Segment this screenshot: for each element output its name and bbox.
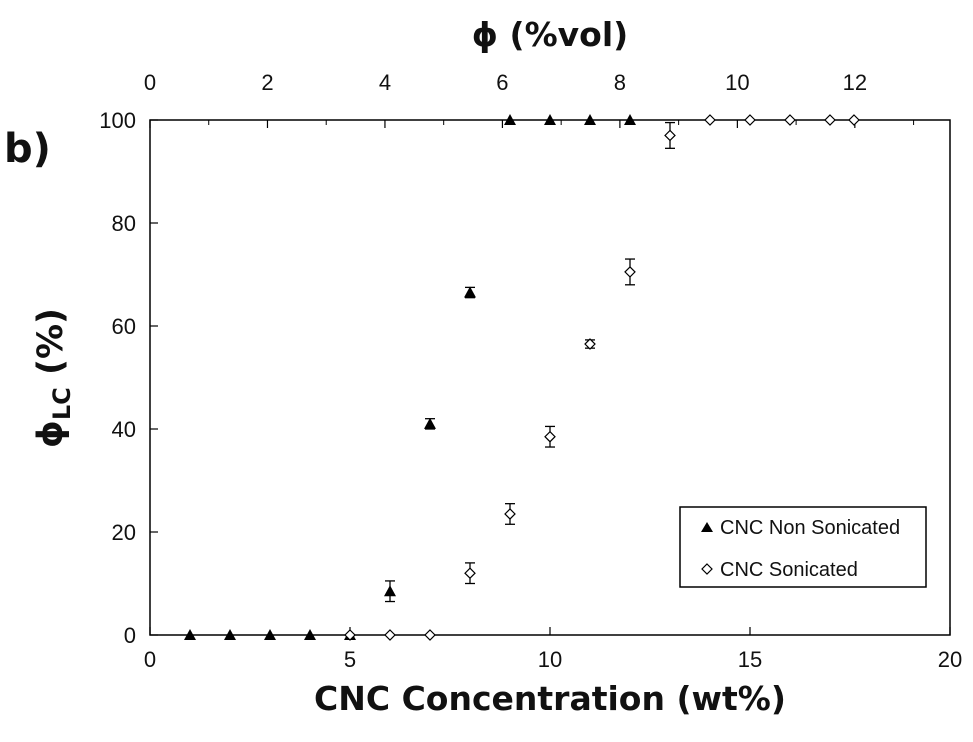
top-tick-label: 12 xyxy=(843,70,867,95)
top-tick-label: 0 xyxy=(144,70,156,95)
data-point-triangle xyxy=(464,286,476,298)
legend: CNC Non Sonicated CNC Sonicated xyxy=(679,506,927,588)
x-tick-label: 15 xyxy=(738,647,762,672)
data-point-diamond xyxy=(584,338,596,350)
data-point-triangle xyxy=(504,114,516,125)
top-tick-label: 10 xyxy=(725,70,749,95)
top-tick-label: 4 xyxy=(379,70,391,95)
data-point-diamond xyxy=(704,114,716,126)
y-axis-title-symbol: ϕ xyxy=(31,420,71,448)
legend-triangle-marker xyxy=(701,522,713,532)
top-axis-title: ϕ (%vol) xyxy=(472,15,629,54)
data-point-triangle xyxy=(624,114,636,125)
data-point-triangle xyxy=(384,585,396,597)
data-point-triangle xyxy=(304,629,316,640)
y-tick-label: 60 xyxy=(112,314,136,339)
data-point-diamond xyxy=(664,129,676,142)
x-tick-label: 0 xyxy=(144,647,156,672)
legend-box xyxy=(679,506,927,588)
data-point-triangle xyxy=(584,114,596,125)
x-tick-label: 5 xyxy=(344,647,356,672)
data-point-diamond xyxy=(744,114,756,126)
data-point-diamond xyxy=(784,114,796,126)
data-point-triangle xyxy=(184,629,196,640)
legend-label-sonicated: CNC Sonicated xyxy=(720,559,858,581)
top-tick-label: 8 xyxy=(614,70,626,95)
y-tick-label: 20 xyxy=(112,520,136,545)
y-axis-title-unit: (%) xyxy=(31,308,71,387)
data-point-diamond xyxy=(544,430,556,443)
y-axis-ticks: 0 20 40 60 80 100 xyxy=(99,108,158,648)
data-point-triangle xyxy=(264,629,276,640)
series-layer xyxy=(184,114,860,641)
panel-label: b) xyxy=(4,126,51,172)
data-point-triangle xyxy=(544,114,556,125)
legend-diamond-marker xyxy=(701,563,713,575)
y-axis-title: ϕLC (%) xyxy=(31,308,76,448)
data-point-diamond xyxy=(624,266,636,278)
x-axis-title: CNC Concentration (wt%) xyxy=(314,679,786,718)
data-point-diamond xyxy=(504,508,516,520)
y-axis-title-subscript: LC xyxy=(48,387,76,420)
top-tick-label: 2 xyxy=(261,70,273,95)
data-point-diamond xyxy=(464,567,476,580)
data-point-diamond xyxy=(424,629,436,641)
y-tick-label: 40 xyxy=(112,417,136,442)
y-tick-label: 80 xyxy=(112,211,136,236)
data-point-diamond xyxy=(848,114,860,126)
x-tick-label: 20 xyxy=(938,647,962,672)
data-point-triangle xyxy=(224,629,236,640)
x-axis-ticks: 0 5 10 15 20 xyxy=(144,627,962,672)
data-point-triangle xyxy=(424,417,436,429)
y-tick-label: 0 xyxy=(124,623,136,648)
series-non-sonicated xyxy=(184,114,636,640)
legend-label-non-sonicated: CNC Non Sonicated xyxy=(720,517,900,539)
data-point-diamond xyxy=(344,629,356,641)
x-tick-label: 10 xyxy=(538,647,562,672)
series-sonicated xyxy=(344,114,860,641)
top-tick-label: 6 xyxy=(496,70,508,95)
data-point-diamond xyxy=(384,629,396,641)
top-axis-ticks: 0 2 4 6 8 10 12 xyxy=(144,70,915,128)
y-tick-label: 100 xyxy=(99,108,136,133)
data-point-diamond xyxy=(824,114,836,126)
